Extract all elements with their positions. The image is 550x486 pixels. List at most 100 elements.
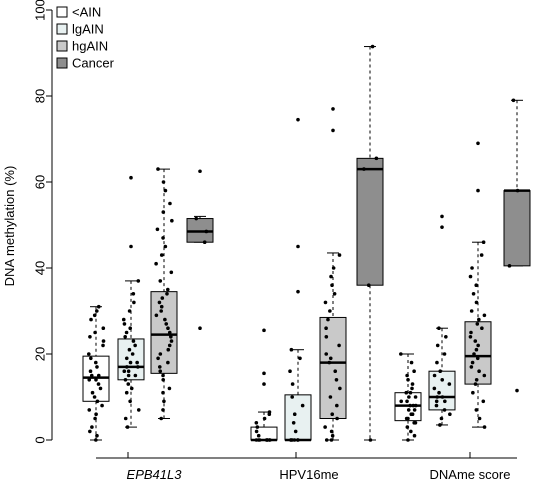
data-point (123, 335, 127, 339)
box-iqr (356, 157, 384, 286)
outlier-point (262, 371, 266, 376)
data-point (165, 287, 170, 292)
box-series (82, 44, 531, 442)
data-point (335, 416, 339, 421)
data-point (158, 279, 163, 283)
x-group-label: HPV16me (279, 467, 338, 482)
data-point (444, 335, 448, 339)
data-point (264, 438, 269, 442)
data-point (330, 283, 334, 288)
data-point (166, 360, 170, 365)
data-point (474, 378, 479, 382)
data-point (87, 378, 92, 382)
data-point (156, 356, 160, 361)
outlier-point (296, 117, 300, 122)
data-point (262, 416, 267, 421)
box-iqr (150, 291, 178, 374)
data-point (406, 438, 410, 442)
data-point (122, 322, 127, 326)
data-point (194, 216, 199, 221)
y-tick-label: 0 (33, 436, 48, 443)
legend-label: Cancer (72, 56, 115, 71)
data-point (328, 356, 333, 361)
data-point (324, 335, 329, 339)
data-point (469, 309, 474, 313)
data-point (101, 343, 105, 348)
data-point (159, 309, 163, 313)
data-point (469, 330, 473, 335)
data-point (255, 425, 260, 429)
data-point (370, 44, 375, 49)
data-point (159, 416, 163, 421)
data-point (154, 261, 158, 266)
data-point (136, 365, 140, 369)
data-point (88, 369, 93, 374)
data-point (435, 360, 439, 365)
data-point (399, 352, 403, 356)
data-point (473, 382, 478, 386)
data-point (473, 339, 478, 343)
data-point (515, 188, 520, 193)
outlier-point (331, 107, 335, 111)
data-point (479, 253, 484, 257)
box-iqr (250, 426, 278, 441)
outlier-point (129, 244, 133, 249)
data-point (324, 438, 329, 442)
outlier-point (440, 214, 444, 219)
data-point (95, 433, 99, 438)
data-point (405, 373, 409, 378)
data-point (474, 408, 479, 412)
data-point (166, 326, 170, 331)
box-hpv16me-lgain (284, 117, 312, 442)
data-point (267, 438, 272, 442)
data-point (133, 373, 138, 378)
box-iqr (319, 316, 347, 420)
data-point (89, 373, 94, 378)
data-point (95, 309, 99, 313)
data-point (157, 300, 162, 305)
y-tick-label: 20 (33, 347, 48, 361)
data-point (159, 253, 164, 257)
data-point (329, 274, 333, 279)
data-point (335, 403, 339, 408)
data-point (89, 317, 93, 322)
data-point (292, 438, 297, 442)
data-point (254, 421, 259, 425)
data-point (481, 240, 486, 244)
data-point (124, 330, 129, 335)
data-point (477, 369, 481, 374)
data-point (448, 412, 452, 417)
data-point (435, 395, 440, 399)
outlier-point (515, 388, 519, 393)
data-point (161, 390, 165, 395)
data-point (407, 395, 411, 399)
data-point (368, 438, 373, 442)
data-point (162, 399, 166, 404)
data-point (408, 390, 413, 395)
data-point (442, 352, 447, 356)
data-point (406, 416, 410, 421)
data-point (165, 292, 169, 296)
outlier-point (476, 188, 480, 193)
data-point (323, 425, 327, 429)
data-point (330, 433, 335, 438)
data-point (337, 253, 342, 257)
data-point (472, 352, 476, 356)
data-point (328, 309, 332, 313)
data-point (331, 266, 336, 270)
data-point (256, 433, 261, 438)
data-point (166, 347, 171, 352)
data-point (87, 352, 91, 356)
legend-label: lgAIN (72, 22, 104, 37)
data-point (290, 395, 294, 399)
data-point (405, 425, 410, 429)
data-point (124, 356, 129, 361)
box-dname-score-ain (394, 352, 422, 442)
box-iqr (284, 394, 312, 441)
data-point (481, 399, 486, 404)
legend-swatch (56, 6, 68, 18)
data-point (432, 386, 437, 391)
outlier-point (198, 326, 202, 331)
data-point (442, 408, 447, 412)
data-point (409, 429, 413, 434)
